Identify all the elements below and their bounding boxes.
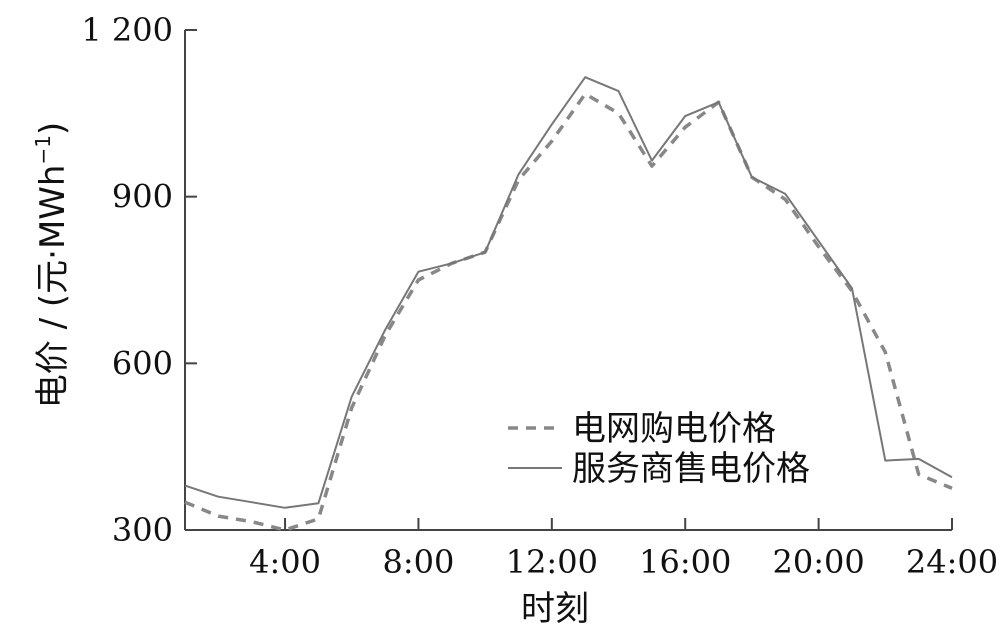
x-ticks: 4:00 8:00 12:00 16:00 20:00 24:00 bbox=[249, 518, 998, 581]
y-axis-title-superscript: −1 bbox=[31, 135, 55, 164]
legend-label-grid-purchase: 电网购电价格 bbox=[572, 409, 776, 449]
axes bbox=[184, 30, 952, 531]
legend-label-service-sale: 服务商售电价格 bbox=[572, 449, 810, 489]
y-tick-label-300: 300 bbox=[112, 511, 173, 549]
x-axis-title: 时刻 bbox=[521, 589, 589, 629]
series-line-service-sale-price bbox=[184, 76, 953, 509]
x-tick-label-24: 24:00 bbox=[906, 543, 998, 581]
y-ticks: 300 600 900 1 200 bbox=[81, 11, 197, 549]
x-tick-label-20: 20:00 bbox=[772, 543, 864, 581]
series-line-grid-purchase-price bbox=[184, 92, 953, 532]
legend: 电网购电价格 服务商售电价格 bbox=[508, 409, 810, 489]
y-axis-title: 电价 / (元·MWh−1) bbox=[31, 122, 73, 408]
x-tick-label-12: 12:00 bbox=[506, 543, 598, 581]
y-axis-title-close: ) bbox=[33, 122, 73, 135]
series-layer bbox=[184, 76, 953, 532]
x-tick-label-16: 16:00 bbox=[639, 543, 731, 581]
y-axis-title-main: 电价 / (元·MWh bbox=[33, 165, 73, 409]
x-tick-label-8: 8:00 bbox=[383, 543, 455, 581]
x-tick-label-4: 4:00 bbox=[249, 543, 321, 581]
y-tick-label-600: 600 bbox=[112, 344, 173, 382]
y-tick-label-1200: 1 200 bbox=[81, 11, 173, 49]
y-tick-label-900: 900 bbox=[112, 178, 173, 216]
